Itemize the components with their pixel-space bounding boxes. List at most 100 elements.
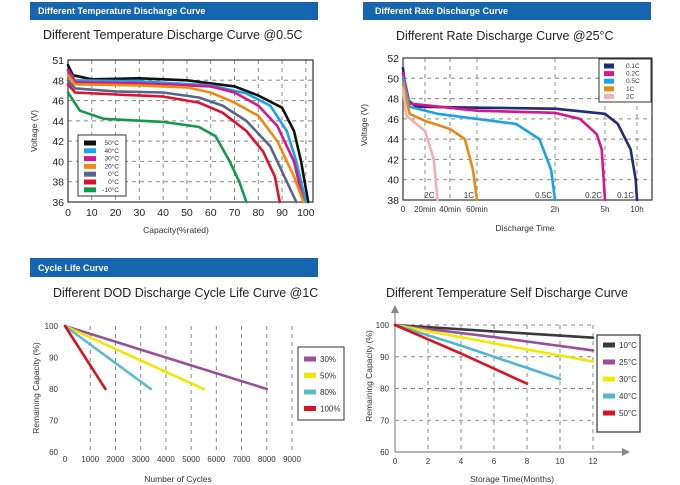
series-line <box>393 323 595 363</box>
x-tick-label: 70 <box>229 207 241 219</box>
chart-title: Different Rate Discharge Curve @25°C <box>396 29 614 43</box>
legend-swatch <box>84 140 96 146</box>
header-band-rate-discharge: Different Rate Discharge Curve <box>363 2 651 20</box>
chart-cycle-life: 0 1000 2000 3000 4000 5000 6000 7000 8000 9000 60 7… <box>45 322 345 464</box>
plot-frame <box>67 59 314 203</box>
x-tick-label: 8 <box>525 457 530 466</box>
series-line <box>63 324 205 391</box>
y-tick-label: 48 <box>387 94 399 106</box>
legend-label: 20°C <box>104 162 119 170</box>
series-line <box>401 71 607 202</box>
y-axis-label: Voltage (V) <box>359 104 369 146</box>
x-tick-label: 0 <box>401 205 406 214</box>
y-tick-label: 100 <box>376 321 390 330</box>
y-axis-label: Remaining Capacity (%) <box>31 342 41 434</box>
legend-swatch <box>604 78 614 84</box>
x-tick-label: 6 <box>492 457 497 466</box>
legend-swatch <box>603 376 615 382</box>
x-tick-label: 20 <box>110 207 122 219</box>
legend-swatch <box>603 410 615 416</box>
x-tick-label: 90 <box>276 207 288 219</box>
y-tick-label: 36 <box>52 197 64 209</box>
chart-self-discharge: 0 2 4 6 8 10 12 60 70 80 90 100 10°C 25°C 30°C 40°C 50°C <box>376 305 641 466</box>
x-axis-arrow-icon <box>622 448 630 456</box>
x-tick-label: 40min <box>439 205 461 214</box>
y-tick-label: 80 <box>49 385 58 394</box>
legend-label: 100% <box>320 405 340 414</box>
y-tick-label: 51 <box>52 55 64 67</box>
legend-swatch <box>304 356 316 362</box>
legend-label: 40°C <box>104 147 119 155</box>
series-line <box>393 323 595 352</box>
legend-label: 30% <box>320 355 336 364</box>
x-tick-label: 8000 <box>258 455 276 464</box>
series-line <box>66 68 305 204</box>
y-tick-label: 44 <box>52 116 64 128</box>
series-line <box>66 73 305 204</box>
legend-label: 80% <box>320 388 336 397</box>
x-tick-label: 100 <box>297 207 315 219</box>
legend-swatch <box>603 393 615 399</box>
y-tick-label: 40 <box>387 175 399 187</box>
x-tick-label: 5h <box>601 205 610 214</box>
x-tick-label: 20min <box>414 205 436 214</box>
series-line <box>401 82 479 202</box>
legend-swatch <box>604 86 614 92</box>
legend: 10°C 25°C 30°C 40°C 50°C <box>596 334 641 433</box>
x-tick-label: 60 <box>205 207 217 219</box>
legend-label: 50°C <box>619 409 637 418</box>
legend-swatch <box>304 373 316 378</box>
legend-label: 1C <box>626 86 635 93</box>
legend-label: 0.5C <box>626 78 640 85</box>
legend-label: 50% <box>320 372 336 381</box>
header-band-temperature-discharge: Different Temperature Discharge Curve <box>30 2 318 20</box>
series-line <box>401 87 439 202</box>
series-line <box>393 323 595 340</box>
legend-label: 25°C <box>619 358 637 367</box>
x-tick-label: 1000 <box>81 455 99 464</box>
x-tick-label: 10 <box>556 457 565 466</box>
legend-swatch <box>84 163 96 169</box>
x-tick-label: 10h <box>630 205 643 214</box>
legend-swatch <box>84 187 96 193</box>
x-tick-label: 4 <box>459 457 464 466</box>
x-tick-label: 0 <box>63 455 68 464</box>
x-tick-label: 12 <box>589 457 598 466</box>
x-tick-label: 2000 <box>107 455 125 464</box>
legend-label: 2C <box>626 93 635 100</box>
curve-label: 1C <box>464 191 474 200</box>
y-tick-label: 80 <box>380 385 389 394</box>
x-tick-label: 60min <box>466 205 488 214</box>
y-tick-label: 70 <box>380 416 389 425</box>
x-tick-label: 0 <box>393 457 398 466</box>
series-line <box>63 324 269 391</box>
legend-label: 50°C <box>104 139 119 147</box>
curve-label: 0.5C <box>535 191 552 200</box>
legend-label: 0.1C <box>626 63 640 70</box>
series-line <box>66 79 298 204</box>
x-tick-label: 2 <box>426 457 431 466</box>
series-line <box>63 324 153 391</box>
y-tick-label: 46 <box>52 96 64 108</box>
x-tick-label: 30 <box>134 207 146 219</box>
x-axis-label: Storage Time(Months) <box>470 474 554 484</box>
y-tick-label: 42 <box>387 154 399 166</box>
series-line <box>393 323 562 381</box>
y-tick-label: 44 <box>387 134 399 146</box>
series-line <box>401 77 557 202</box>
x-tick-label: 4000 <box>157 455 175 464</box>
x-tick-label: 10 <box>86 207 98 219</box>
legend-swatch <box>604 93 614 99</box>
x-tick-label: 3000 <box>132 455 150 464</box>
y-tick-label: 90 <box>49 354 58 363</box>
series-line <box>66 68 308 204</box>
series-line <box>63 324 107 391</box>
y-tick-label: 50 <box>387 73 399 85</box>
legend-label: 30°C <box>619 375 637 384</box>
legend-label: 0°C <box>108 170 119 178</box>
legend-swatch <box>604 63 614 69</box>
legend-swatch <box>603 342 615 348</box>
x-tick-label: 9000 <box>283 455 301 464</box>
